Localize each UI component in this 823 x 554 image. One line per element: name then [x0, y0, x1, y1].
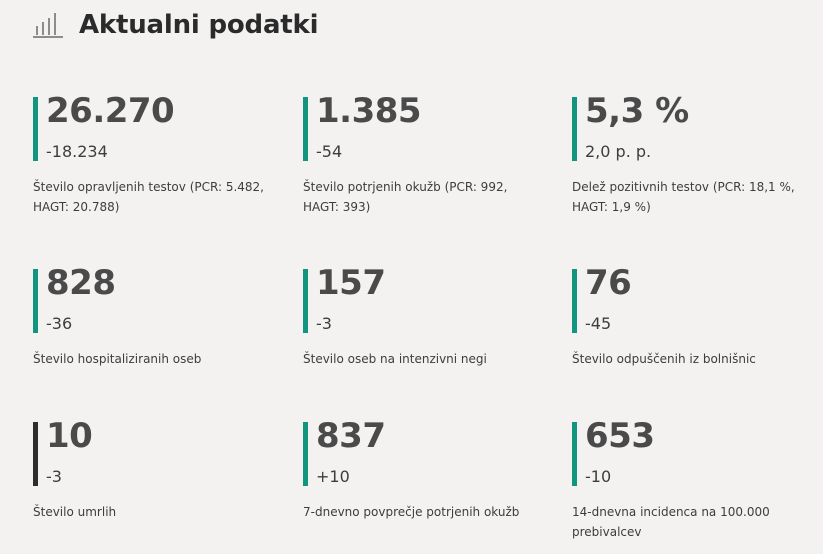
accent-bar: [303, 97, 308, 161]
stat-change: 2,0 p. p.: [585, 142, 652, 161]
stat-change: -3: [316, 314, 332, 333]
accent-bar: [572, 422, 577, 486]
stat-change: -54: [316, 142, 343, 161]
stat-value: 157: [316, 263, 386, 303]
stat-value: 653: [585, 416, 655, 456]
stat-label: Število opravljenih testov (PCR: 5.482, …: [33, 180, 264, 214]
page-title: Aktualni podatki: [79, 10, 319, 40]
stat-value: 26.270: [46, 91, 175, 131]
accent-bar: [33, 269, 38, 333]
accent-bar: [303, 269, 308, 333]
accent-bar: [33, 422, 38, 486]
stat-change: +10: [316, 467, 350, 486]
accent-bar: [303, 422, 308, 486]
stat-label: Delež pozitivnih testov (PCR: 18,1 %, HA…: [572, 180, 795, 214]
stat-value: 76: [585, 263, 632, 303]
accent-bar: [572, 269, 577, 333]
accent-bar: [572, 97, 577, 161]
stat-value: 5,3 %: [585, 91, 689, 131]
stat-value: 837: [316, 416, 386, 456]
stat-label: Število oseb na intenzivni negi: [303, 352, 487, 366]
stat-change: -10: [585, 467, 612, 486]
stat-change: -45: [585, 314, 612, 333]
stat-label: 14-dnevna incidenca na 100.000 prebivalc…: [572, 505, 770, 539]
accent-bar: [33, 97, 38, 161]
stat-label: Število potrjenih okužb (PCR: 992, HAGT:…: [303, 180, 508, 214]
stat-change: -36: [46, 314, 73, 333]
bar-chart-icon: [33, 12, 63, 38]
stat-label: 7-dnevno povprečje potrjenih okužb: [303, 505, 520, 519]
stat-change: -18.234: [46, 142, 108, 161]
stat-label: Število hospitaliziranih oseb: [33, 352, 202, 366]
stat-value: 1.385: [316, 91, 422, 131]
stat-change: -3: [46, 467, 62, 486]
stat-label: Število umrlih: [33, 505, 117, 519]
page-header: Aktualni podatki: [33, 8, 319, 42]
stat-value: 828: [46, 263, 116, 303]
stat-value: 10: [46, 416, 93, 456]
stat-label: Število odpuščenih iz bolnišnic: [572, 352, 756, 366]
